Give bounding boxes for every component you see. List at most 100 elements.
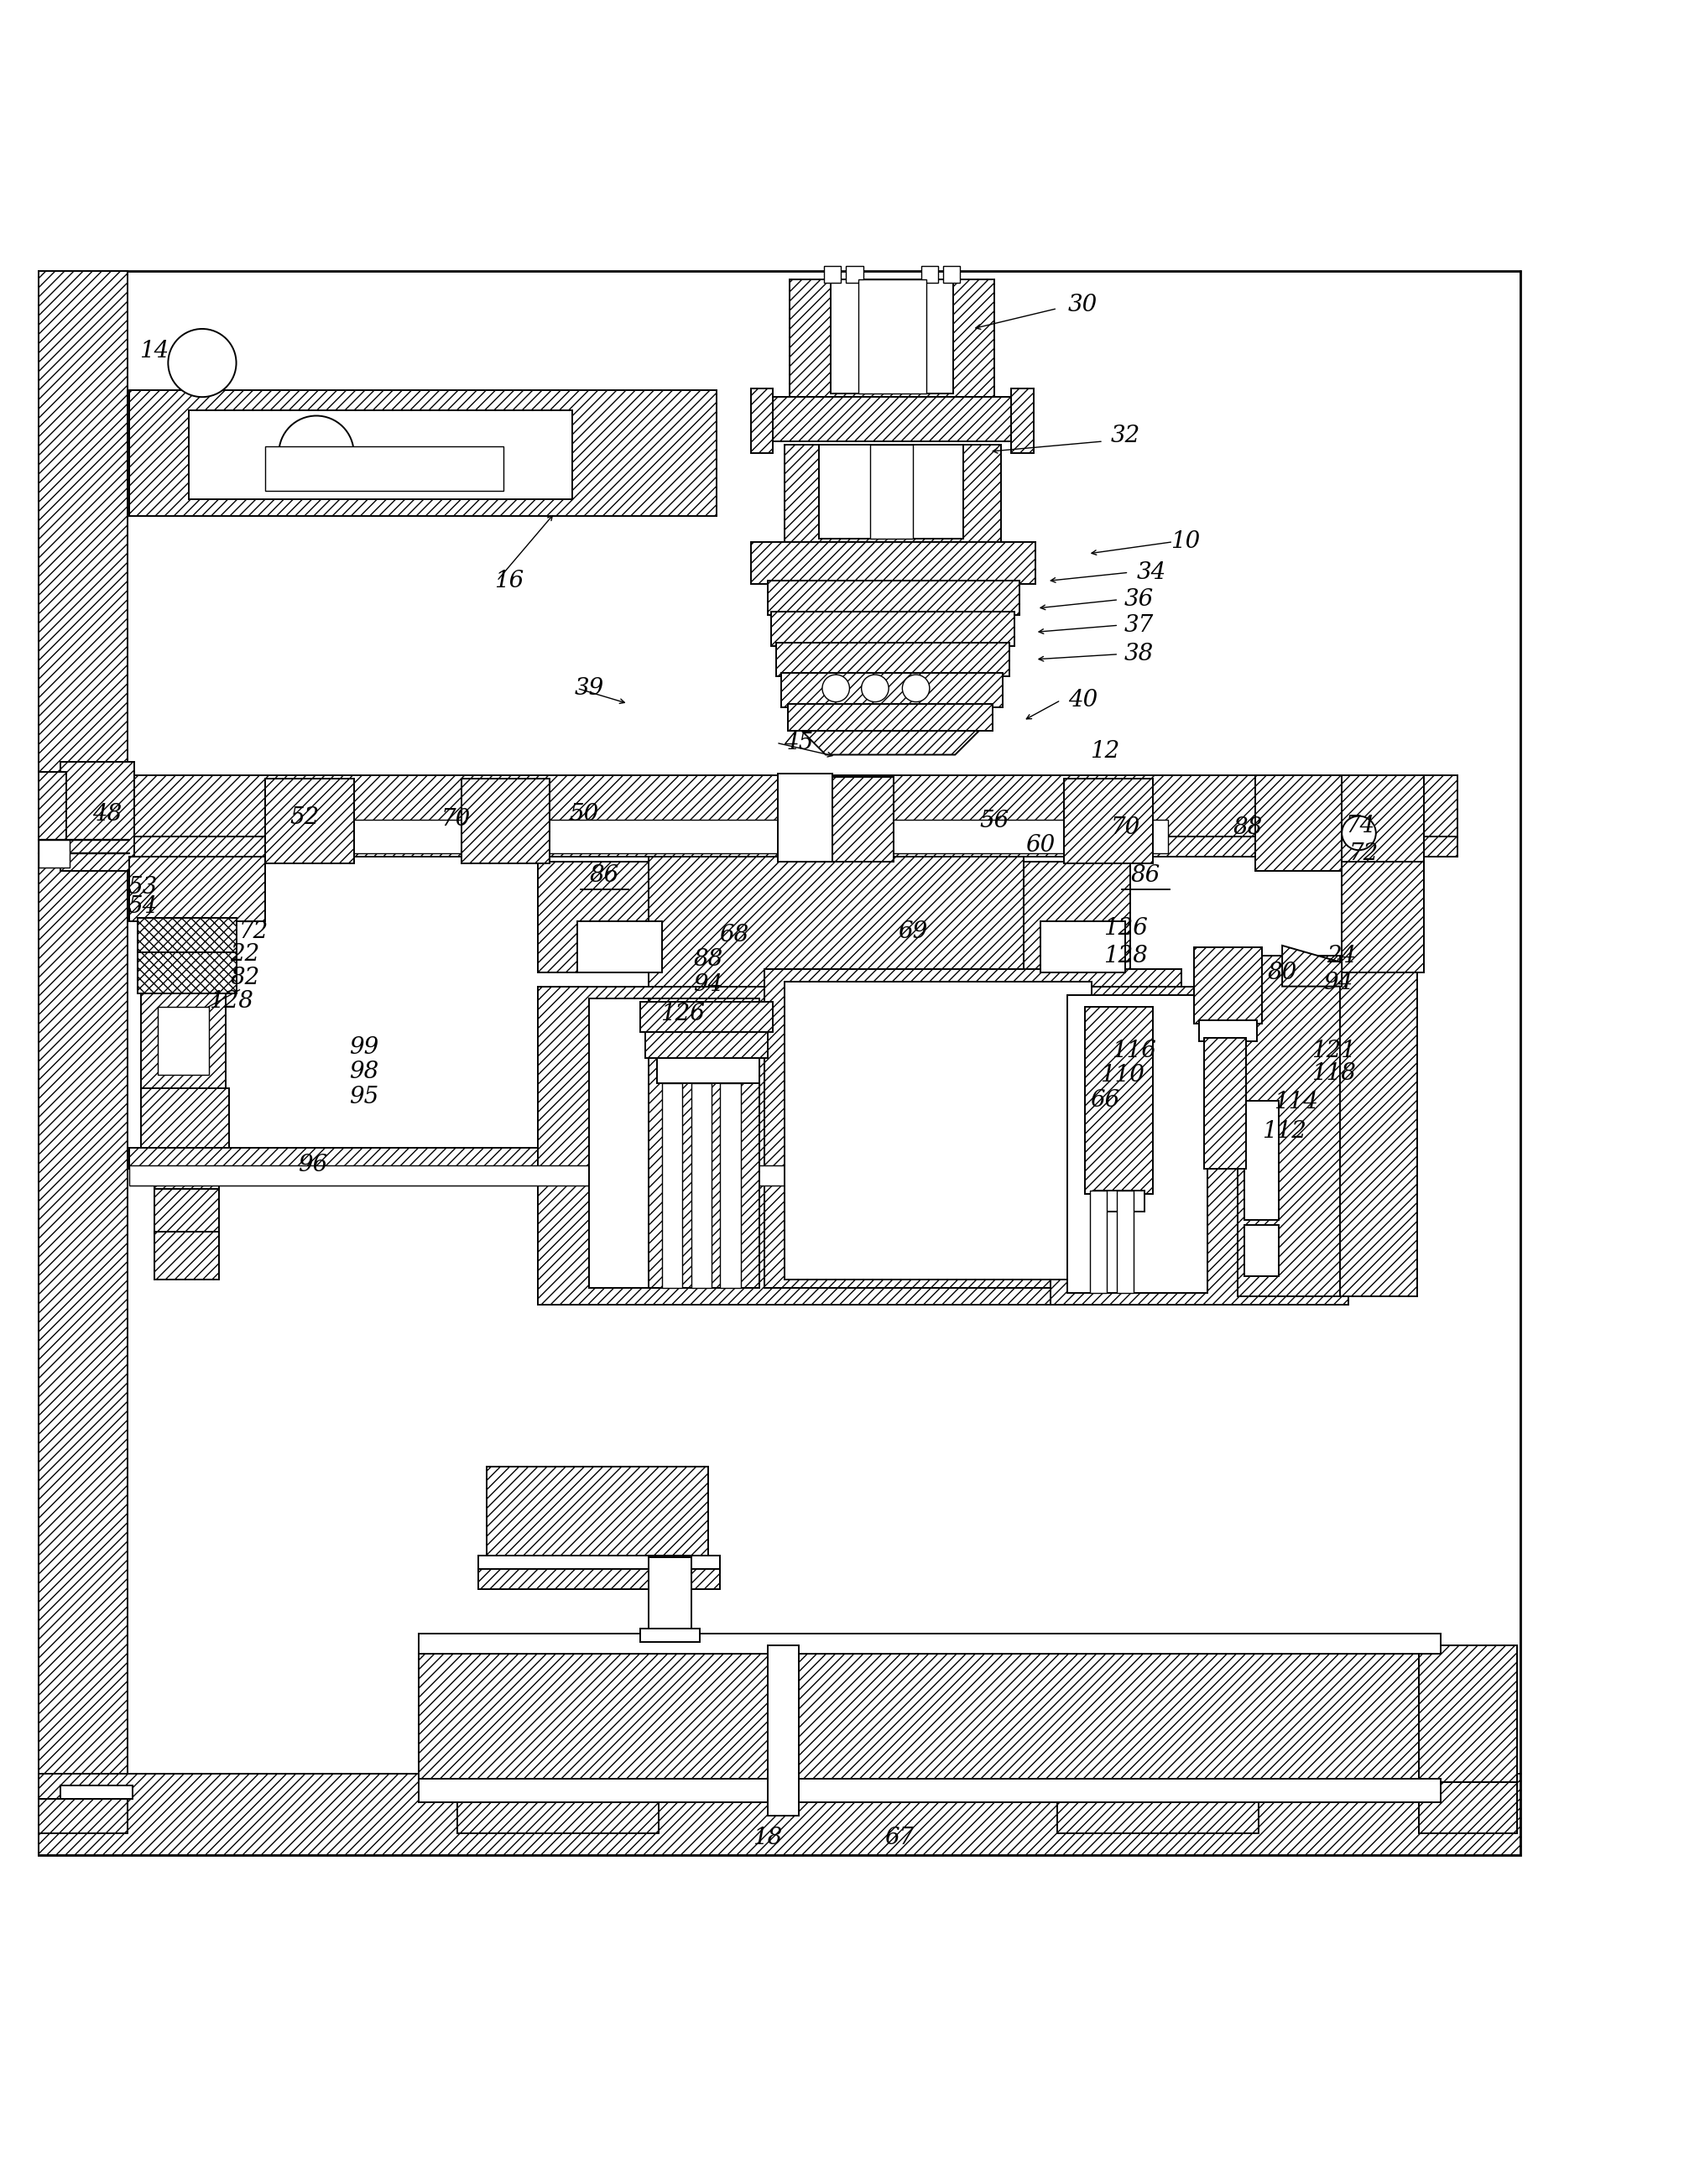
Bar: [750, 542, 1035, 585]
Text: 53: 53: [128, 876, 157, 900]
Text: 94: 94: [1323, 972, 1352, 994]
Text: 56: 56: [979, 810, 1009, 832]
Bar: [789, 280, 994, 402]
Text: 99: 99: [350, 1037, 379, 1059]
Bar: [39, 1773, 1519, 1854]
Bar: [264, 778, 353, 863]
Bar: [1057, 1800, 1258, 1832]
Bar: [537, 863, 648, 972]
Text: 116: 116: [1112, 1040, 1156, 1061]
Bar: [138, 917, 235, 957]
Bar: [418, 1778, 1441, 1802]
Bar: [39, 271, 128, 1854]
Text: 67: 67: [883, 1826, 914, 1850]
Bar: [142, 1088, 230, 1158]
Bar: [1342, 863, 1424, 972]
Text: 24: 24: [1326, 943, 1355, 968]
Bar: [648, 998, 759, 1289]
Text: 86: 86: [590, 865, 619, 887]
Circle shape: [169, 330, 235, 397]
Bar: [130, 856, 264, 922]
Bar: [457, 1800, 658, 1832]
Bar: [830, 280, 953, 393]
Text: 74: 74: [1345, 815, 1374, 839]
Text: 32: 32: [1110, 426, 1139, 448]
Text: 88: 88: [692, 948, 723, 970]
Bar: [644, 1033, 767, 1057]
Bar: [662, 1083, 682, 1289]
Bar: [691, 1083, 711, 1289]
Text: 128: 128: [208, 989, 254, 1013]
Bar: [639, 1629, 699, 1642]
Bar: [418, 1634, 1441, 1653]
Polygon shape: [1282, 946, 1342, 987]
Bar: [1204, 1037, 1246, 1168]
Bar: [142, 989, 227, 1092]
Text: 30: 30: [1067, 293, 1096, 317]
Text: 118: 118: [1311, 1061, 1355, 1085]
Bar: [767, 1645, 798, 1815]
Text: 50: 50: [569, 804, 598, 826]
Bar: [720, 1083, 740, 1289]
Bar: [777, 773, 832, 863]
Bar: [1040, 922, 1125, 972]
Text: 45: 45: [783, 732, 813, 753]
Bar: [784, 981, 1091, 1280]
Bar: [656, 1051, 759, 1083]
Text: 12: 12: [1089, 740, 1118, 762]
Bar: [281, 819, 1168, 854]
Bar: [418, 1649, 1441, 1782]
Bar: [155, 1232, 220, 1280]
Circle shape: [1342, 817, 1376, 850]
Text: 95: 95: [350, 1085, 379, 1109]
Bar: [1199, 1020, 1257, 1042]
Bar: [1067, 996, 1207, 1293]
Bar: [61, 762, 135, 871]
Text: 82: 82: [230, 968, 259, 989]
Bar: [1193, 948, 1262, 1024]
Bar: [921, 266, 938, 284]
Text: 70: 70: [1110, 817, 1139, 839]
Bar: [39, 271, 1519, 1854]
Bar: [870, 446, 912, 539]
Bar: [1064, 778, 1153, 863]
Bar: [1050, 987, 1349, 1304]
Bar: [858, 280, 926, 393]
Bar: [1245, 1225, 1279, 1275]
Text: 14: 14: [140, 341, 169, 363]
Bar: [1340, 957, 1417, 1297]
Bar: [1011, 389, 1033, 454]
Bar: [189, 411, 571, 500]
Bar: [1084, 1007, 1153, 1195]
Bar: [771, 612, 1014, 646]
Bar: [130, 775, 1458, 841]
Bar: [588, 998, 733, 1289]
Bar: [648, 856, 1023, 989]
Bar: [1419, 1645, 1516, 1782]
Bar: [477, 1568, 720, 1590]
Bar: [155, 1151, 220, 1195]
Text: 72: 72: [1349, 843, 1378, 865]
Bar: [824, 266, 841, 284]
Bar: [486, 1468, 708, 1559]
Text: 34: 34: [1136, 561, 1165, 583]
Text: 72: 72: [239, 919, 268, 943]
Bar: [764, 970, 1182, 1289]
Text: 126: 126: [660, 1002, 704, 1024]
Text: 40: 40: [1067, 688, 1096, 712]
Text: 37: 37: [1124, 614, 1153, 636]
Bar: [1419, 1782, 1516, 1832]
Text: 52: 52: [290, 806, 319, 830]
Text: 114: 114: [1274, 1090, 1318, 1114]
Bar: [639, 1002, 772, 1033]
Text: 96: 96: [298, 1153, 327, 1177]
Bar: [750, 389, 772, 454]
Text: 48: 48: [92, 804, 121, 826]
Text: 126: 126: [1103, 917, 1147, 939]
Text: 70: 70: [442, 808, 471, 830]
Text: 80: 80: [1267, 961, 1296, 985]
Bar: [460, 778, 549, 863]
Bar: [784, 446, 1001, 546]
Text: 68: 68: [718, 924, 748, 946]
Bar: [130, 836, 1458, 856]
